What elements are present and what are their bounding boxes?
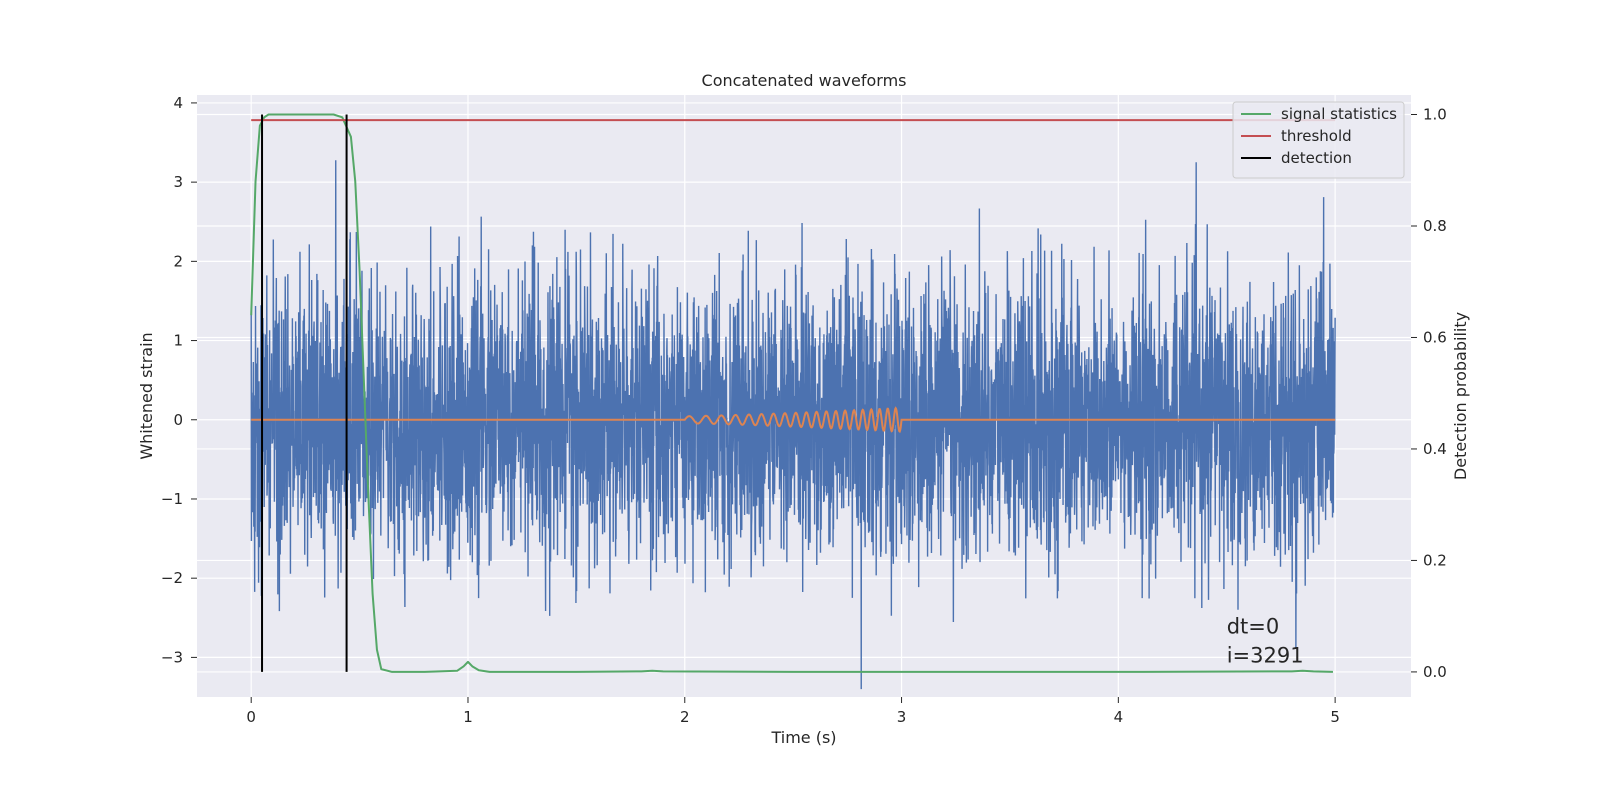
- x-tick-label: 0: [246, 708, 256, 726]
- annotation-dt: dt=0: [1227, 615, 1280, 639]
- x-tick-label: 1: [463, 708, 473, 726]
- y-tick-label: −2: [161, 569, 183, 587]
- y2-tick-label: 0.6: [1423, 328, 1447, 346]
- x-tick-label: 5: [1330, 708, 1340, 726]
- x-tick-label: 3: [897, 708, 907, 726]
- legend-entry: threshold: [1241, 127, 1352, 145]
- whitened-strain-line: [250, 160, 1336, 690]
- y-tick-label: 1: [173, 332, 183, 350]
- legend-box: [1232, 101, 1405, 179]
- injected-signal-line: [251, 406, 1336, 434]
- y2-tick-label: 0.0: [1423, 663, 1447, 681]
- y-axis-label: Whitened strain: [137, 332, 156, 459]
- data-layer: [250, 113, 1336, 690]
- y2-axis-label: Detection probability: [1451, 312, 1470, 480]
- legend: signal statistics threshold detection: [1232, 101, 1405, 179]
- left-y-ticks: −3 −2 −1 0 1 2 3 4: [161, 94, 197, 666]
- y-tick-label: 0: [173, 411, 183, 429]
- y-tick-label: −1: [161, 490, 183, 508]
- x-ticks: 0 1 2 3 4 5: [246, 697, 1340, 726]
- legend-entry: signal statistics: [1241, 105, 1397, 123]
- annotation: dt=0 i=3291: [1227, 615, 1304, 668]
- legend-label: threshold: [1281, 127, 1352, 145]
- y-tick-label: 2: [173, 252, 183, 270]
- y-tick-label: 3: [173, 173, 183, 191]
- y-tick-label: 4: [173, 94, 183, 112]
- x-tick-label: 2: [680, 708, 690, 726]
- legend-label: signal statistics: [1281, 105, 1397, 123]
- legend-entry: detection: [1241, 149, 1352, 167]
- y2-tick-label: 0.2: [1423, 551, 1447, 569]
- x-axis-label: Time (s): [770, 728, 836, 747]
- signal-statistics-line: [250, 113, 1333, 673]
- right-y-ticks: 0.0 0.2 0.4 0.6 0.8 1.0: [1411, 106, 1447, 681]
- y2-tick-label: 0.8: [1423, 217, 1447, 235]
- y2-tick-label: 1.0: [1423, 106, 1447, 124]
- y2-tick-label: 0.4: [1423, 440, 1447, 458]
- annotation-index: i=3291: [1227, 644, 1304, 668]
- y-tick-label: −3: [161, 648, 183, 666]
- x-tick-label: 4: [1114, 708, 1124, 726]
- chart-title: Concatenated waveforms: [702, 71, 907, 90]
- legend-label: detection: [1281, 149, 1352, 167]
